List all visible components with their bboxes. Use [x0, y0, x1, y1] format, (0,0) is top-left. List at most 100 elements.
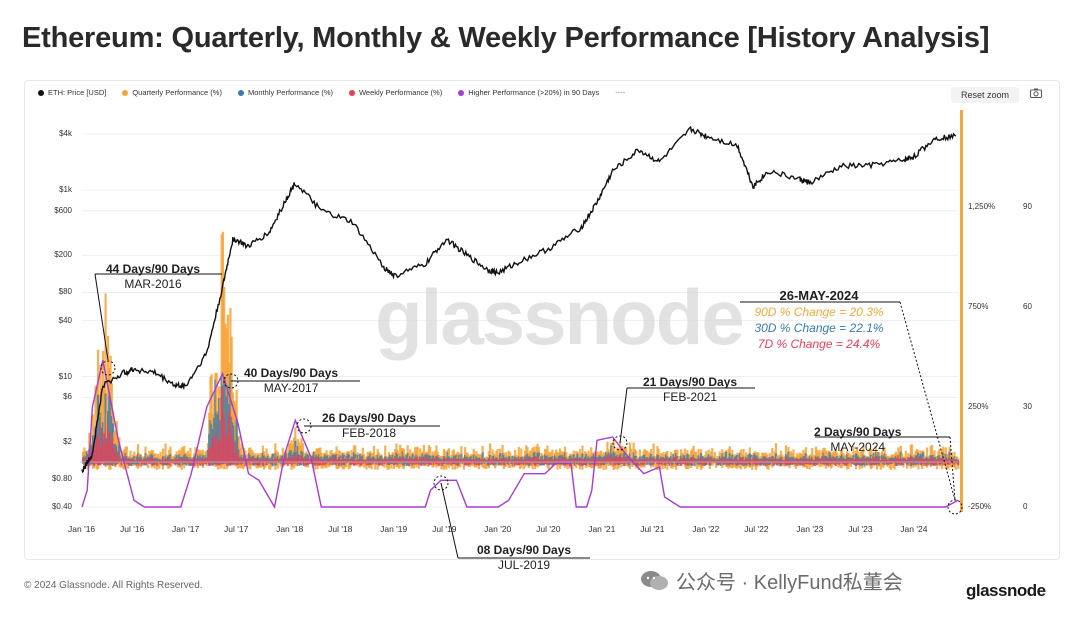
- perf-bar: [259, 460, 262, 466]
- perf-bar: [861, 459, 864, 464]
- perf-bar: [944, 453, 947, 465]
- perf-bar: [486, 460, 489, 463]
- perf-bar: [287, 452, 291, 463]
- perf-bar: [347, 458, 351, 463]
- perf-bar: [507, 458, 510, 463]
- legend-item-eth-price[interactable]: ETH: Price [USD]: [38, 88, 106, 97]
- perf-bar: [160, 460, 163, 465]
- stats-90d: 90D % Change = 20.3%: [754, 305, 884, 319]
- perf-bar: [319, 447, 322, 465]
- perf-bar: [435, 457, 438, 465]
- perf-bar: [101, 350, 105, 464]
- perf-bar: [422, 444, 426, 464]
- perf-bar: [452, 459, 455, 464]
- perf-bar: [620, 456, 623, 464]
- perf-bar: [116, 456, 120, 463]
- perf-bar: [416, 456, 419, 464]
- perf-bar: [375, 454, 378, 464]
- perf-bar: [699, 457, 703, 465]
- perf-bar: [933, 450, 936, 464]
- perf-bar: [613, 452, 617, 463]
- callout-circle: [100, 360, 116, 376]
- perf-bar: [618, 441, 622, 463]
- annotation-date: FEB-2021: [663, 390, 718, 404]
- perf-bar: [557, 458, 560, 464]
- perf-bar: [774, 457, 778, 465]
- perf-bar: [294, 453, 297, 464]
- perf-bar: [299, 458, 302, 465]
- perf-bar: [384, 445, 387, 465]
- legend-item-quarterly[interactable]: Quarterly Performance (%): [122, 88, 222, 97]
- perf-bar: [106, 335, 110, 466]
- legend-dot-monthly: [237, 89, 244, 96]
- perf-bar: [85, 451, 88, 463]
- perf-bar: [908, 457, 911, 463]
- perf-bar: [656, 457, 659, 464]
- perf-bar: [824, 457, 828, 463]
- perf-bar: [401, 456, 404, 466]
- perf-bar: [289, 457, 292, 464]
- x-tick: Jan '17: [172, 524, 200, 534]
- perf-bar: [495, 458, 498, 463]
- perf-bar: [617, 456, 620, 464]
- perf-bar: [168, 457, 171, 466]
- perf-bar: [917, 459, 920, 463]
- perf-bar: [637, 460, 640, 466]
- perf-bar: [791, 460, 794, 465]
- perf-bar: [264, 457, 267, 463]
- legend-item-weekly[interactable]: Weekly Performance (%): [348, 88, 443, 97]
- perf-bar: [718, 456, 721, 465]
- perf-bar: [668, 460, 671, 466]
- perf-bar: [342, 458, 346, 464]
- perf-bar: [511, 459, 514, 464]
- perf-bar: [919, 456, 922, 466]
- perf-bar: [140, 459, 143, 466]
- perf-bar: [623, 452, 627, 465]
- perf-bar: [280, 459, 283, 463]
- perf-bar: [235, 419, 238, 463]
- perf-bar: [535, 446, 538, 463]
- perf-bar: [496, 449, 499, 465]
- perf-bar: [655, 459, 658, 463]
- perf-bar: [791, 456, 794, 464]
- perf-bar: [551, 456, 554, 463]
- perf-bar: [103, 439, 106, 465]
- perf-bar: [878, 459, 881, 466]
- x-tick: Jul '23: [848, 524, 873, 534]
- perf-bar: [562, 457, 565, 465]
- perf-bar: [150, 456, 153, 466]
- perf-bar: [96, 435, 100, 466]
- perf-bar: [206, 457, 210, 463]
- legend-item-dashed[interactable]: ----: [615, 88, 625, 97]
- perf-bar: [301, 456, 304, 464]
- legend-item-monthly[interactable]: Monthly Performance (%): [237, 88, 333, 97]
- perf-bar: [105, 443, 108, 464]
- perf-bar: [607, 457, 610, 463]
- perf-bar: [721, 457, 724, 463]
- reset-zoom-button[interactable]: Reset zoom: [951, 87, 1020, 103]
- camera-icon[interactable]: [1030, 88, 1042, 101]
- perf-bar: [476, 460, 479, 465]
- perf-bar: [158, 456, 161, 469]
- perf-bar: [386, 460, 389, 465]
- perf-bar: [904, 458, 907, 464]
- perf-bar: [224, 421, 227, 463]
- perf-bar: [915, 458, 919, 463]
- perf-bar: [251, 457, 254, 464]
- legend-label-weekly: Weekly Performance (%): [358, 88, 443, 97]
- perf-bar: [737, 459, 740, 466]
- perf-bar: [485, 456, 488, 470]
- perf-bar: [688, 460, 691, 465]
- perf-bar: [471, 460, 474, 463]
- perf-bar: [847, 458, 850, 465]
- perf-bar: [712, 460, 715, 463]
- perf-bar: [904, 450, 907, 464]
- legend-item-higher-performance[interactable]: Higher Performance (>20%) in 90 Days: [458, 88, 599, 97]
- perf-bar: [95, 433, 98, 464]
- perf-bar: [404, 458, 407, 463]
- perf-bar: [888, 457, 891, 463]
- perf-bar: [747, 459, 750, 464]
- perf-bar: [311, 455, 314, 463]
- perf-bar: [626, 458, 629, 463]
- perf-bar: [900, 453, 904, 463]
